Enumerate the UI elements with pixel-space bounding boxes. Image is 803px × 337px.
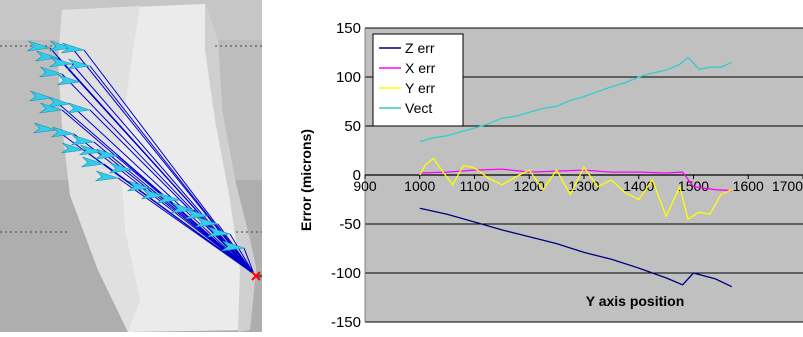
vector-line bbox=[243, 247, 255, 275]
y-tick-label: 0 bbox=[353, 167, 361, 184]
error-vector-arrows bbox=[27, 40, 245, 252]
vector-line bbox=[229, 233, 255, 275]
error-arrow bbox=[27, 40, 51, 52]
error-arrow bbox=[33, 122, 57, 134]
error-arrow bbox=[71, 134, 95, 146]
error-arrow bbox=[127, 180, 151, 192]
error-arrow bbox=[141, 188, 165, 200]
error-arrow bbox=[67, 58, 91, 70]
surface-shade bbox=[58, 6, 140, 332]
error-arrow bbox=[109, 162, 133, 174]
x-tick-labels: 900 1000 1100 1200 1300 1400 1500 1600 1700 bbox=[353, 175, 803, 194]
error-arrow bbox=[61, 142, 85, 154]
legend-label: Y err bbox=[405, 80, 435, 96]
x-tick-label: 1700 bbox=[772, 178, 803, 194]
series-line-z-err bbox=[419, 207, 733, 288]
error-chart: 150 100 50 0 -50 -100 -150 900 1000 1100 1200 1300… bbox=[280, 0, 803, 332]
error-arrow bbox=[39, 66, 63, 78]
vector-line bbox=[83, 49, 255, 275]
error-arrow bbox=[61, 42, 85, 54]
x-tick-label: 1000 bbox=[404, 178, 435, 194]
y-tick-label: 100 bbox=[336, 69, 361, 86]
vector-line bbox=[117, 177, 255, 275]
legend-label: X err bbox=[405, 60, 436, 76]
error-arrow bbox=[207, 226, 231, 238]
surface-error-visualization bbox=[0, 0, 262, 332]
x-tick-label: 1300 bbox=[568, 178, 599, 194]
error-arrow bbox=[67, 102, 91, 114]
y-tick-label: -150 bbox=[331, 314, 361, 331]
y-tick-label: 150 bbox=[336, 20, 361, 37]
y-tick-label: -50 bbox=[339, 216, 361, 233]
error-arrow bbox=[39, 102, 63, 114]
x-tick-label: 1100 bbox=[459, 178, 489, 194]
error-arrow bbox=[29, 90, 53, 102]
x-axis-label: Y axis position bbox=[586, 293, 685, 309]
y-tick-labels: 150 100 50 0 -50 -100 -150 bbox=[331, 20, 361, 331]
vector-line bbox=[103, 163, 255, 275]
error-arrow bbox=[157, 192, 181, 204]
probe-origin-marker bbox=[251, 271, 261, 281]
error-arrow bbox=[47, 96, 71, 108]
vector-line bbox=[61, 73, 255, 275]
vector-line bbox=[69, 103, 255, 275]
error-arrow bbox=[95, 148, 119, 160]
error-arrow bbox=[221, 240, 245, 252]
error-arrow bbox=[79, 144, 103, 156]
error-arrow bbox=[57, 74, 81, 86]
legend-box bbox=[372, 33, 464, 127]
error-arrow bbox=[95, 170, 119, 182]
x-tick-label: 900 bbox=[353, 178, 377, 194]
series-line-vect bbox=[419, 56, 733, 143]
y-tick-label: -100 bbox=[331, 265, 361, 282]
legend-label: Z err bbox=[405, 40, 435, 56]
series-line-y-err bbox=[419, 157, 733, 221]
y-tick-label: 50 bbox=[344, 118, 361, 135]
surface-right-edge bbox=[205, 4, 256, 332]
legend-label: Vect bbox=[405, 100, 432, 116]
x-tick-label: 1600 bbox=[733, 178, 764, 194]
series-line-x-err bbox=[419, 168, 732, 192]
vector-line bbox=[149, 187, 255, 275]
x-tick-label: 1400 bbox=[623, 178, 654, 194]
vector-line bbox=[71, 63, 255, 275]
legend: Z err X err Y err Vect bbox=[372, 33, 464, 127]
error-arrow bbox=[185, 208, 209, 220]
surface-render bbox=[0, 0, 262, 332]
error-arrow bbox=[49, 40, 73, 52]
error-arrow bbox=[81, 156, 105, 168]
series-lines bbox=[419, 56, 733, 288]
error-arrow bbox=[51, 126, 75, 138]
y-axis-label: Error (microns) bbox=[298, 129, 314, 231]
error-arrow bbox=[195, 216, 219, 228]
error-vector-lines bbox=[49, 47, 255, 275]
error-arrow bbox=[49, 56, 73, 68]
